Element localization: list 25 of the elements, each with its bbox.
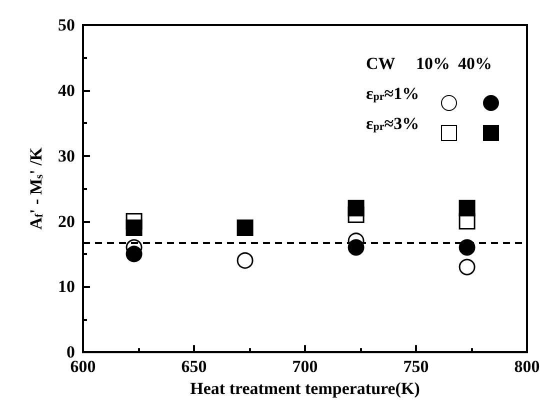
y-tick-label: 50 <box>58 16 75 34</box>
x-tick-label: 750 <box>403 357 429 376</box>
point <box>236 220 254 236</box>
legend-label: εpr≈3% <box>366 114 420 133</box>
point <box>458 258 476 276</box>
annotation: 40% <box>458 54 492 73</box>
x-axis-title: Heat treatment temperature(K) <box>190 379 420 398</box>
point <box>126 220 142 236</box>
y-tick-label: 40 <box>58 80 75 100</box>
y-axis-title: Af' - Ms' /K <box>26 146 46 230</box>
legend-label: εpr≈1% <box>366 84 420 103</box>
point <box>348 200 364 216</box>
point <box>458 239 476 256</box>
annotation: CW <box>366 54 396 73</box>
annotation: 10% <box>416 54 450 73</box>
point <box>348 239 364 256</box>
x-tick-label: 650 <box>181 357 207 376</box>
point <box>236 252 254 269</box>
y-tick-label: 20 <box>58 212 75 231</box>
x-tick-label: 700 <box>292 357 318 376</box>
point <box>126 246 142 262</box>
point <box>458 200 476 216</box>
y-tick-label: 10 <box>58 277 75 296</box>
y-tick-label: 30 <box>58 146 75 166</box>
x-tick-label: 800 <box>514 357 540 376</box>
